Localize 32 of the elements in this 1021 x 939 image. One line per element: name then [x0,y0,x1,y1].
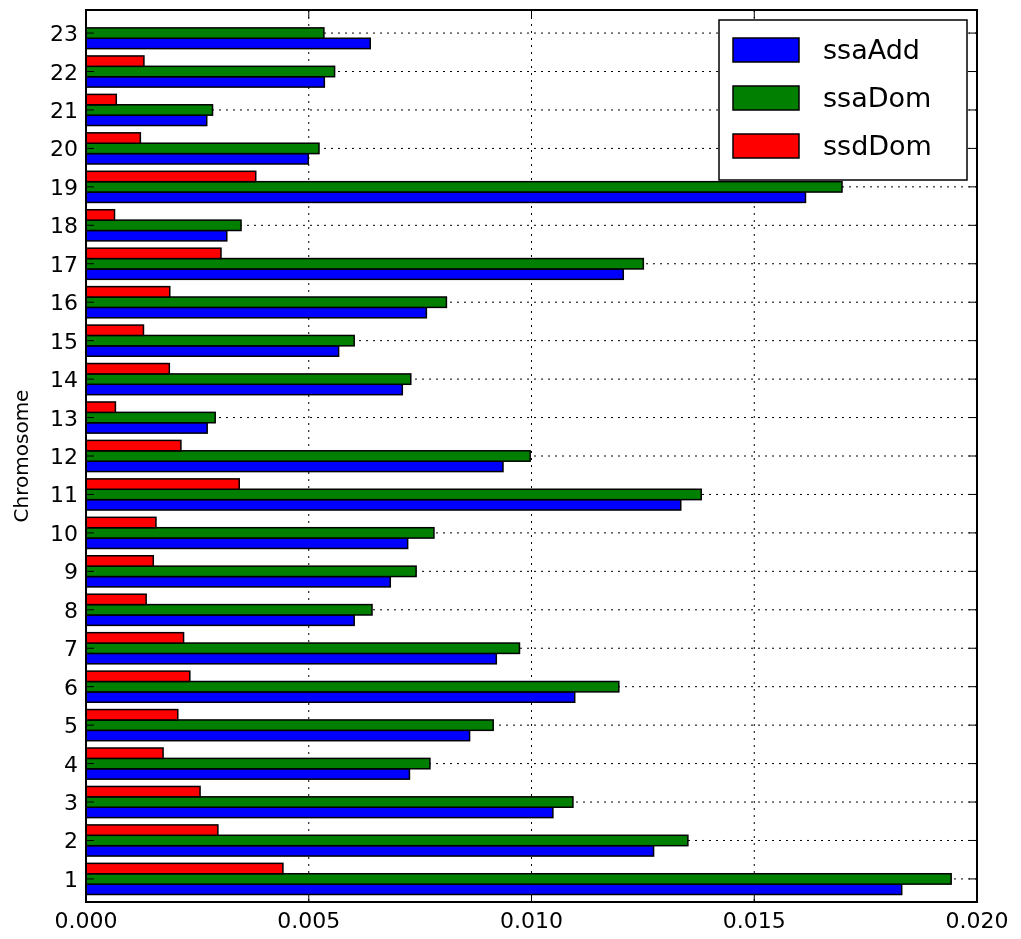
y-axis-title: Chromosome [9,389,33,523]
y-tick-label: 4 [64,751,78,777]
x-tick-label: 0.000 [54,908,118,933]
y-tick-label: 22 [50,59,78,85]
legend-label: ssdDom [823,130,932,161]
y-tick-label: 8 [64,597,78,623]
y-tick-label: 9 [64,559,78,585]
y-tick-label: 10 [50,520,78,546]
y-tick-label: 11 [50,482,78,508]
x-tick-label: 0.010 [500,908,563,933]
y-tick-label: 21 [50,97,78,123]
y-tick-label: 3 [64,790,78,816]
y-tick-label: 6 [64,674,78,700]
y-tick-label: 5 [64,713,78,739]
y-tick-label: 7 [64,636,78,662]
legend-label: ssaDom [823,82,932,113]
y-tick-label: 23 [50,21,78,47]
y-tick-label: 18 [50,213,78,239]
y-tick-label: 1 [64,866,78,892]
y-tick-label: 2 [64,828,78,854]
y-tick-label: 17 [50,251,78,277]
y-tick-label: 19 [50,174,78,200]
y-tick-label: 12 [50,444,78,469]
y-tick-label: 15 [50,328,78,354]
y-tick-label: 14 [50,367,78,393]
y-tick-label: 20 [50,136,78,162]
y-tick-label: 16 [50,290,78,316]
x-tick-label: 0.015 [722,908,786,933]
x-tick-label: 0.020 [945,908,1009,933]
x-tick-label: 0.005 [277,908,341,933]
legend-label: ssaAdd [823,34,920,65]
y-tick-label: 13 [50,405,78,431]
